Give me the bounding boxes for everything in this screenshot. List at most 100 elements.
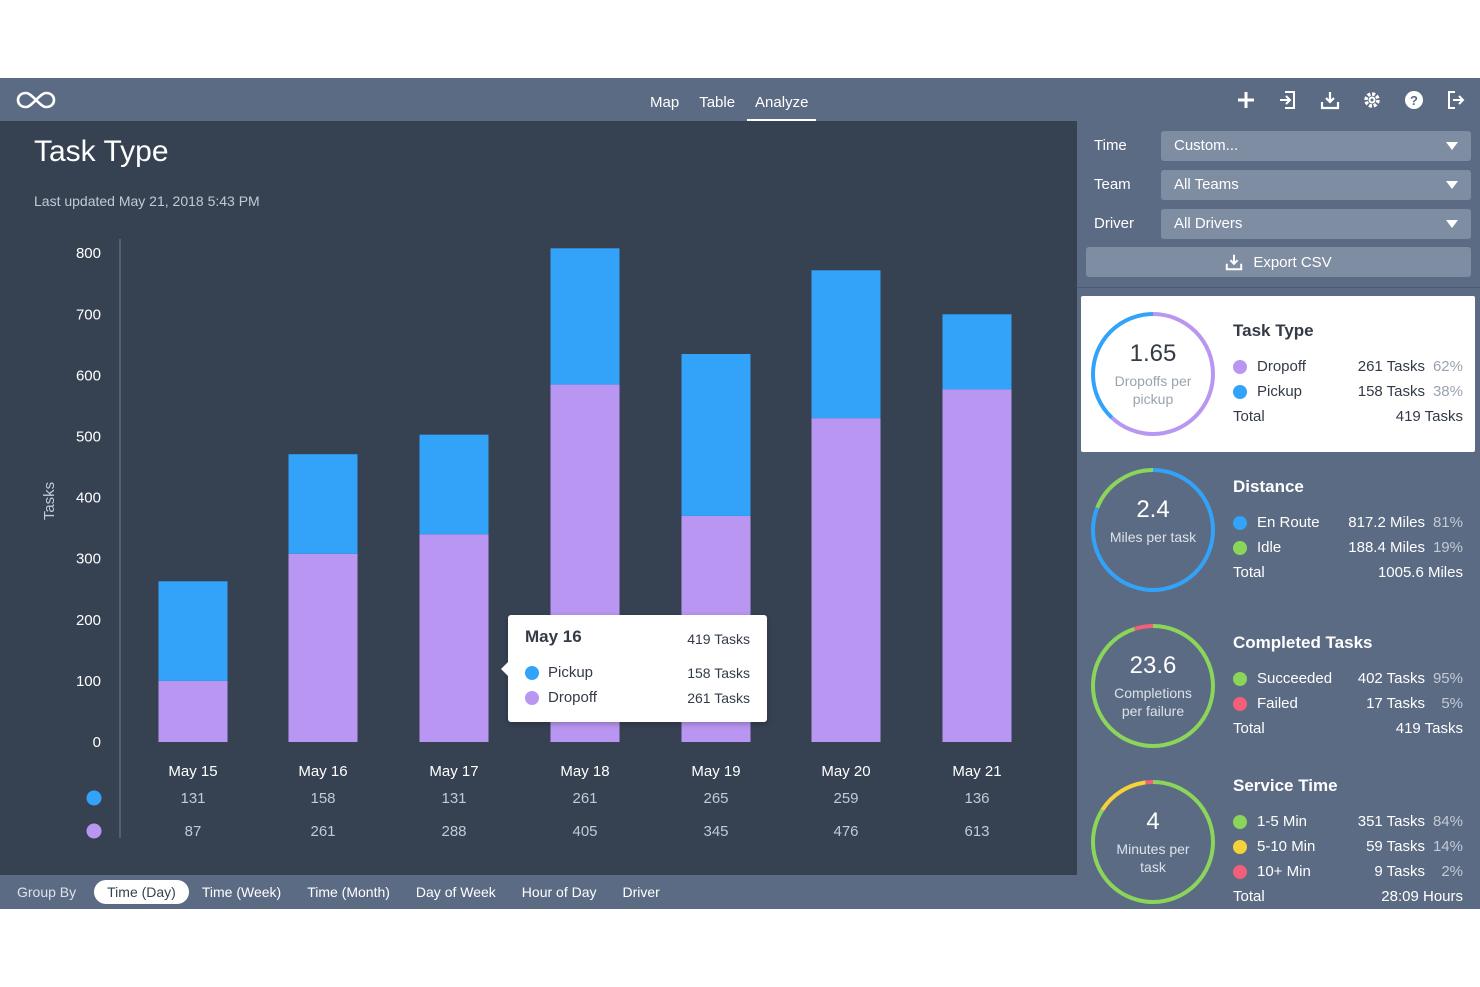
- y-tick-label: 300: [76, 551, 101, 568]
- stat-value: 188.4 Miles: [1348, 539, 1425, 556]
- stat-value: 59 Tasks: [1366, 838, 1425, 855]
- bar-dropoff: [419, 534, 489, 742]
- table-value: 476: [833, 823, 858, 840]
- caret-down-icon: [1446, 220, 1458, 228]
- bar-dropoff: [158, 680, 228, 742]
- completed-ring-value: 23.6: [1129, 652, 1177, 679]
- tab-map[interactable]: Map: [650, 94, 680, 111]
- stat-percent: 81%: [1432, 514, 1463, 531]
- stat-row-succeeded: Succeeded 402 Tasks 95%: [1233, 669, 1463, 689]
- time-filter-label: Time: [1094, 137, 1127, 154]
- caret-down-icon: [1446, 142, 1458, 150]
- export-csv-label: Export CSV: [1253, 253, 1332, 271]
- tooltip-date: May 16: [525, 627, 582, 646]
- completed-tasks-card[interactable]: 23.6 Completions per failure Completed T…: [1081, 608, 1475, 764]
- dropoff-dot-icon: [1233, 360, 1247, 374]
- toolbar: ?: [1236, 78, 1466, 121]
- total-value: 1005.6 Miles: [1377, 564, 1463, 581]
- task-type-ring: [1091, 312, 1215, 436]
- group-by-time-day[interactable]: Time (Day): [94, 880, 189, 904]
- last-updated-text: Last updated May 21, 2018 5:43 PM: [34, 193, 260, 209]
- caret-down-icon: [1446, 181, 1458, 189]
- tab-table[interactable]: Table: [699, 94, 736, 111]
- infinity-logo-icon[interactable]: [16, 88, 56, 112]
- y-tick-label: 100: [76, 673, 101, 690]
- x-tick-label: May 16: [298, 763, 347, 780]
- driver-select[interactable]: All Drivers: [1161, 209, 1471, 239]
- distance-card[interactable]: 2.4 Miles per task Distance En Route 817…: [1081, 452, 1475, 608]
- table-value: 613: [964, 823, 989, 840]
- gear-icon[interactable]: [1362, 90, 1382, 110]
- pickup-dot-icon: [1233, 385, 1247, 399]
- stat-row-en-route: En Route 817.2 Miles 81%: [1233, 513, 1463, 533]
- stat-label: Idle: [1257, 539, 1282, 556]
- time-filter: Time Custom...: [1077, 131, 1480, 161]
- chart-tooltip: May 16 419 Tasks Pickup 158 Tasks Dropof…: [501, 615, 767, 722]
- y-tick-label: 500: [76, 429, 101, 446]
- table-value: 265: [703, 790, 728, 807]
- table-value: 158: [310, 790, 335, 807]
- chart-area: Task Type Last updated May 21, 2018 5:43…: [0, 121, 1077, 875]
- import-icon[interactable]: [1278, 90, 1298, 110]
- series-dot-icon: [86, 790, 102, 806]
- table-value: 259: [833, 790, 858, 807]
- team-select[interactable]: All Teams: [1161, 170, 1471, 200]
- help-icon[interactable]: ?: [1404, 90, 1424, 110]
- time-select[interactable]: Custom...: [1161, 131, 1471, 161]
- svg-text:?: ?: [1410, 93, 1418, 108]
- task-type-card[interactable]: 1.65 Dropoffs per pickup Task Type Dropo…: [1081, 296, 1475, 452]
- stat-label: 5-10 Min: [1257, 838, 1316, 855]
- y-tick-label: 700: [76, 306, 101, 323]
- bar-dropoff: [942, 389, 1012, 742]
- group-by-hour-of-day[interactable]: Hour of Day: [521, 884, 597, 900]
- stat-row-failed: Failed 17 Tasks 5%: [1233, 694, 1463, 714]
- time-select-value: Custom...: [1174, 137, 1239, 154]
- bar-pickup: [811, 270, 881, 419]
- group-by-time-week[interactable]: Time (Week): [201, 884, 282, 900]
- bar-dropoff: [811, 418, 881, 742]
- app-window: Map Table Analyze ? Ta: [0, 78, 1480, 909]
- tooltip-row-value: 158 Tasks: [687, 665, 750, 681]
- stat-percent: 14%: [1432, 838, 1463, 855]
- download-icon[interactable]: [1320, 90, 1340, 110]
- group-by-driver[interactable]: Driver: [622, 884, 660, 900]
- driver-select-value: All Drivers: [1174, 215, 1243, 232]
- service-time-card[interactable]: 4 Minutes per task Service Time 1-5 Min …: [1081, 764, 1475, 909]
- tooltip-row-value: 261 Tasks: [687, 690, 750, 706]
- plus-icon[interactable]: [1236, 90, 1256, 110]
- total-value: 28:09 Hours: [1381, 888, 1463, 905]
- succeeded-dot-icon: [1233, 672, 1247, 686]
- stat-percent: 38%: [1432, 383, 1463, 400]
- stacked-bar-chart: 0 100 200 300 400 500 600 700 800 Tasks May 15 May …: [41, 239, 1012, 840]
- stat-value: 402 Tasks: [1357, 670, 1425, 687]
- completed-ring-sub: Completions per failure: [1114, 685, 1192, 719]
- total-label: Total: [1233, 564, 1265, 581]
- group-by-time-month[interactable]: Time (Month): [307, 884, 390, 900]
- group-by-day-of-week[interactable]: Day of Week: [415, 884, 496, 900]
- stat-value: 817.2 Miles: [1348, 514, 1425, 531]
- bar-pickup: [550, 248, 620, 385]
- y-tick-label: 400: [76, 490, 101, 507]
- stat-percent: 95%: [1432, 670, 1463, 687]
- total-value: 419 Tasks: [1395, 720, 1463, 737]
- ring-segment: [1091, 468, 1215, 592]
- distance-card-title: Distance: [1233, 477, 1304, 496]
- logout-icon[interactable]: [1446, 90, 1466, 110]
- export-csv-button[interactable]: Export CSV: [1086, 247, 1471, 277]
- divider: [1077, 287, 1480, 288]
- tab-analyze[interactable]: Analyze: [745, 78, 818, 121]
- driver-filter-label: Driver: [1094, 215, 1134, 232]
- stat-row-total: Total 419 Tasks: [1233, 407, 1463, 427]
- group-by-label: Group By: [17, 884, 77, 900]
- medium-service-dot-icon: [1233, 840, 1247, 854]
- stat-value: 351 Tasks: [1357, 813, 1425, 830]
- download-icon: [1226, 254, 1243, 271]
- stat-value: 158 Tasks: [1357, 383, 1425, 400]
- stat-label: Failed: [1257, 695, 1298, 712]
- total-label: Total: [1233, 720, 1265, 737]
- service-ring-value: 4: [1146, 808, 1160, 835]
- bar-pickup: [419, 434, 489, 535]
- tooltip-row-pickup: Pickup 158 Tasks: [525, 663, 750, 683]
- x-tick-label: May 17: [429, 763, 478, 780]
- task-type-ring-value: 1.65: [1129, 340, 1177, 367]
